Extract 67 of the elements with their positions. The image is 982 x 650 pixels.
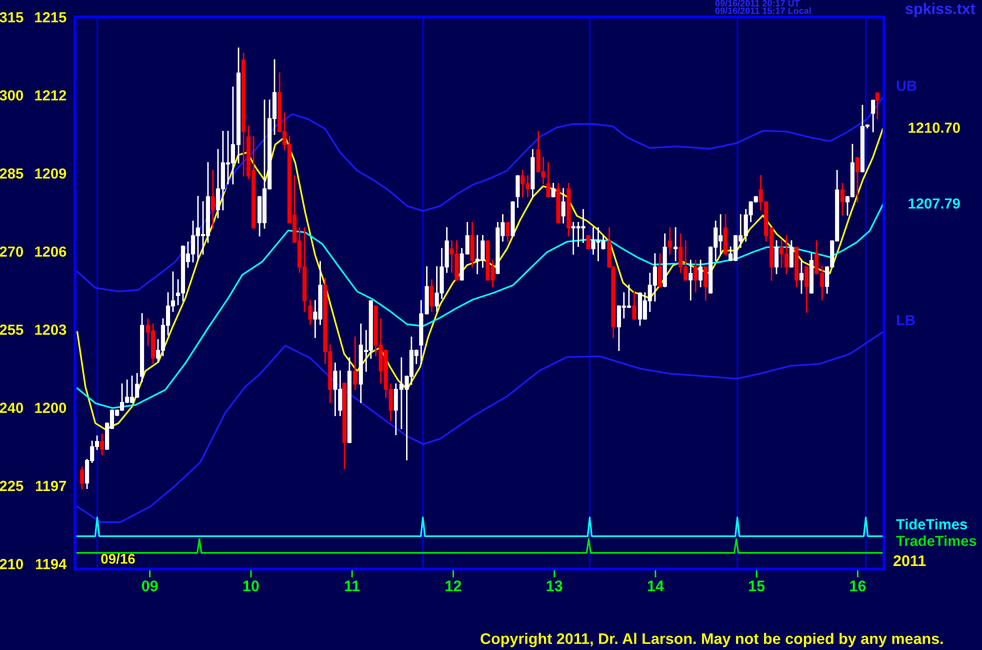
candlestick [774, 240, 779, 274]
candlestick [551, 182, 556, 198]
candlestick [100, 434, 104, 456]
candlestick [871, 100, 876, 132]
y-tick-label: 1197 [36, 480, 66, 492]
x-tick-label: 12 [446, 580, 462, 592]
text: 09/16/2011 20:17 UT [715, 0, 800, 7]
candlestick [546, 162, 550, 198]
candlestick [855, 156, 860, 203]
line-series [76, 331, 884, 523]
series-label: LB [896, 315, 915, 326]
candlestick [353, 336, 358, 390]
text: Copyright 2011, Dr. Al Larson. May not be copied by any means. [480, 632, 943, 648]
candlestick [694, 260, 698, 292]
candlestick [789, 240, 794, 268]
candlestick [698, 260, 703, 288]
x-tick-label: 09 [142, 580, 158, 592]
candlestick [506, 222, 510, 242]
candlestick [632, 291, 636, 320]
x-tick-label: 16 [850, 580, 866, 592]
candlestick [840, 182, 844, 216]
y-tick-label: 1209 [35, 168, 66, 179]
candlestick [516, 175, 520, 208]
y-tick-label: 1203 [35, 324, 66, 335]
y2-tick-label: 225 [0, 480, 24, 492]
series-label: TideTimes [896, 518, 968, 530]
y2-tick-label: 315 [0, 12, 24, 22]
text: spkiss.txt [906, 2, 976, 18]
x-tick-label: 15 [749, 580, 765, 592]
y-tick-label: 1194 [36, 558, 67, 570]
candlestick [804, 266, 809, 313]
x-tick-label: 13 [546, 580, 562, 592]
candlestick [875, 92, 880, 120]
candlestick [430, 279, 434, 312]
x-tick-label: 14 [648, 580, 664, 592]
y-tick-label: 1206 [35, 246, 66, 257]
text: 2011 [894, 555, 926, 566]
y2-tick-label: 210 [0, 558, 24, 570]
annotation: 1207.79 [908, 198, 960, 209]
y2-tick-label: 270 [0, 246, 24, 257]
y2-tick-label: 240 [0, 402, 24, 413]
line-series [76, 128, 884, 430]
candlestick [210, 170, 215, 229]
series-label: UB [896, 80, 916, 91]
candlestick [586, 235, 590, 250]
candlestick [308, 300, 312, 325]
annotation: 1210.70 [908, 122, 960, 133]
candlestick [688, 260, 693, 300]
y2-tick-label: 285 [0, 168, 24, 179]
series-label: TradeTimes [896, 535, 976, 546]
candlestick [799, 260, 804, 294]
line-series [76, 96, 884, 292]
x-tick-label: 11 [344, 580, 360, 592]
candlestick [704, 266, 708, 300]
y-tick-label: 1212 [35, 90, 66, 100]
candlestick [80, 466, 84, 489]
y2-tick-label: 300 [0, 90, 24, 101]
candlestick [561, 188, 566, 224]
text: 09/16/2011 15:17 Local [715, 7, 811, 14]
candlestick [658, 253, 662, 288]
candlestick [668, 227, 672, 255]
annotation: 09/16 [101, 554, 135, 564]
y2-tick-label: 255 [0, 324, 24, 335]
x-tick-label: 10 [243, 580, 259, 592]
line-series [76, 204, 884, 409]
y-tick-label: 1200 [35, 402, 66, 413]
y-tick-label: 1215 [35, 12, 66, 22]
